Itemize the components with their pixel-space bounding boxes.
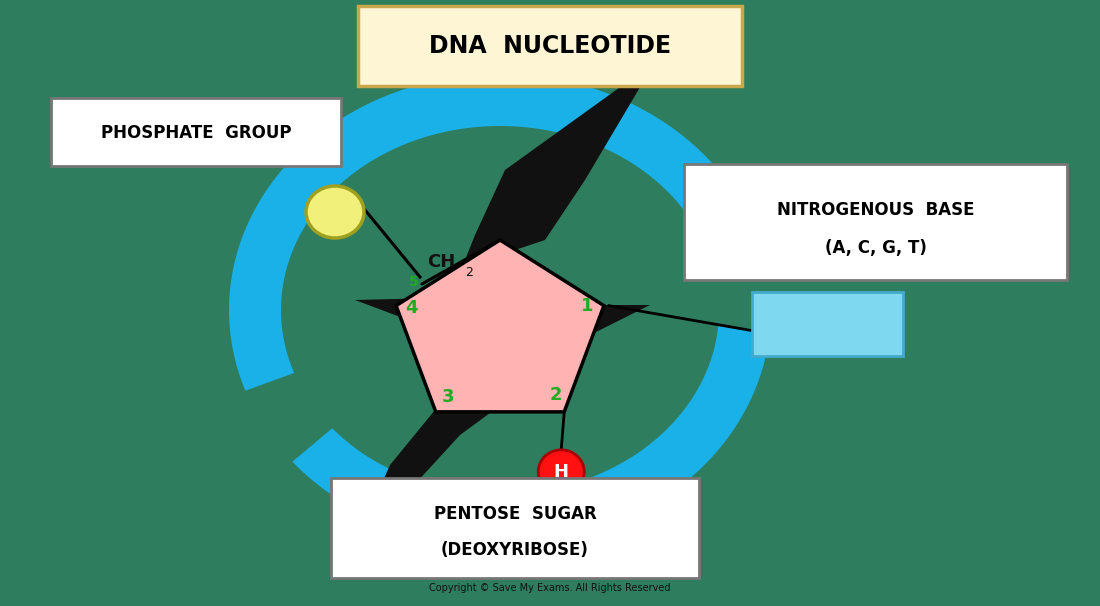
Ellipse shape [306,186,364,238]
Polygon shape [293,326,770,546]
Text: 2: 2 [465,265,473,279]
Text: H: H [553,463,569,481]
Polygon shape [396,240,604,412]
Text: 4: 4 [405,299,417,317]
FancyBboxPatch shape [358,6,742,86]
Text: 2: 2 [550,386,562,404]
Polygon shape [229,74,762,391]
FancyBboxPatch shape [684,164,1067,280]
FancyBboxPatch shape [331,478,698,578]
Text: (A, C, G, T): (A, C, G, T) [825,239,926,257]
Text: PENTOSE  SUGAR: PENTOSE SUGAR [433,505,596,523]
FancyBboxPatch shape [752,292,903,356]
FancyBboxPatch shape [51,98,341,166]
Text: CH: CH [427,253,455,271]
Text: (DEOXYRIBOSE): (DEOXYRIBOSE) [441,541,588,559]
Polygon shape [350,62,654,555]
Text: PHOSPHATE  GROUP: PHOSPHATE GROUP [101,124,292,142]
Ellipse shape [538,450,584,494]
Text: NITROGENOUS  BASE: NITROGENOUS BASE [777,201,975,219]
Text: 5: 5 [409,275,419,289]
Text: Copyright © Save My Exams. All Rights Reserved: Copyright © Save My Exams. All Rights Re… [429,583,671,593]
Text: 3: 3 [441,388,454,406]
Text: 1: 1 [581,297,593,315]
Text: DNA  NUCLEOTIDE: DNA NUCLEOTIDE [429,34,671,58]
